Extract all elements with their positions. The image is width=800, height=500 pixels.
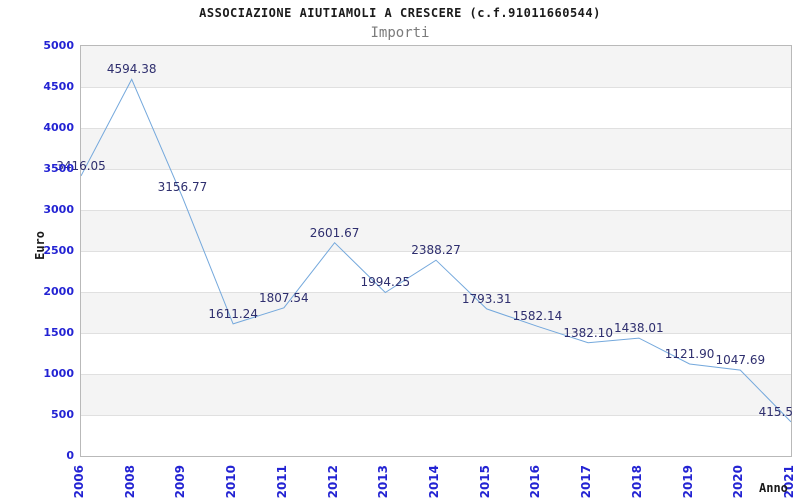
x-tick-label: 2019 bbox=[680, 465, 695, 499]
y-tick-label: 5000 bbox=[43, 39, 74, 52]
gridline bbox=[81, 292, 791, 293]
x-tick-label: 2017 bbox=[579, 465, 594, 499]
x-tick-label: 2006 bbox=[72, 465, 86, 499]
data-point-label: 1382.10 bbox=[563, 325, 613, 340]
x-tick-label: 2010 bbox=[224, 465, 239, 499]
plot-area: 3416.05 4594.38 3156.77 1611.24 1807.54 2601.… bbox=[56, 45, 793, 457]
y-axis-title: Euro bbox=[33, 231, 47, 260]
plot-band bbox=[81, 128, 791, 169]
plot-band bbox=[81, 292, 791, 333]
data-point-label: 415.5 bbox=[758, 404, 793, 419]
line-series-path bbox=[81, 78, 791, 423]
data-point-label: 1611.24 bbox=[208, 306, 258, 321]
y-tick-label: 1000 bbox=[43, 367, 74, 380]
data-point-label: 1582.14 bbox=[512, 309, 563, 324]
data-point-label: 1807.54 bbox=[259, 290, 309, 305]
data-point-label: 1994.25 bbox=[360, 275, 411, 290]
y-tick-label: 0 bbox=[66, 449, 74, 462]
y-tick-label: 2000 bbox=[43, 285, 74, 298]
chart-subtitle: Importi bbox=[370, 25, 430, 41]
plot-band bbox=[81, 210, 791, 251]
gridline bbox=[81, 374, 791, 375]
x-tick-label: 2009 bbox=[173, 465, 188, 499]
gridline bbox=[81, 333, 791, 334]
gridline bbox=[81, 415, 791, 416]
data-point-label: 3156.77 bbox=[157, 180, 208, 195]
y-tick-label: 500 bbox=[51, 408, 74, 421]
y-tick-label: 3000 bbox=[43, 203, 74, 216]
plot-band bbox=[81, 374, 791, 415]
x-tick-label: 2015 bbox=[477, 465, 492, 499]
data-point-label: 1793.31 bbox=[461, 291, 512, 306]
x-tick-label: 2016 bbox=[528, 465, 543, 499]
y-tick-label: 3500 bbox=[43, 162, 74, 175]
gridline bbox=[81, 251, 791, 252]
x-tick-label: 2008 bbox=[122, 465, 137, 499]
data-point-label: 2601.67 bbox=[309, 225, 360, 240]
y-tick-label: 4500 bbox=[43, 80, 74, 93]
plot-band bbox=[81, 46, 791, 87]
data-point-label: 1121.90 bbox=[664, 347, 715, 361]
x-axis-title: Anno bbox=[759, 481, 788, 495]
data-point-label: 1438.01 bbox=[614, 321, 664, 336]
plot-band bbox=[81, 251, 791, 292]
y-tick-label: 4000 bbox=[43, 121, 74, 134]
gridline bbox=[81, 169, 791, 170]
plot-band bbox=[81, 415, 791, 456]
data-point-label: 4594.38 bbox=[106, 62, 157, 77]
x-tick-label: 2013 bbox=[376, 465, 391, 499]
plot-band bbox=[81, 333, 791, 374]
y-tick-label: 1500 bbox=[43, 326, 74, 339]
y-tick-label: 2500 bbox=[43, 244, 74, 257]
chart-title: ASSOCIAZIONE AIUTIAMOLI A CRESCERE (c.f.… bbox=[199, 6, 601, 20]
x-tick-label: 2020 bbox=[731, 465, 746, 499]
x-tick-label: 2014 bbox=[427, 465, 441, 499]
data-point-label: 2388.27 bbox=[411, 243, 461, 258]
plot-band bbox=[81, 87, 791, 128]
x-tick-label: 2011 bbox=[274, 465, 289, 499]
gridline bbox=[81, 87, 791, 88]
line-series bbox=[81, 78, 791, 423]
data-point-label: 1047.69 bbox=[715, 353, 766, 368]
x-tick-label: 2012 bbox=[325, 465, 340, 499]
x-tick-label: 2018 bbox=[629, 465, 644, 499]
gridline bbox=[81, 128, 791, 129]
gridline bbox=[81, 210, 791, 211]
plot-band bbox=[81, 169, 791, 210]
data-point-label: 3416.05 bbox=[56, 158, 106, 173]
